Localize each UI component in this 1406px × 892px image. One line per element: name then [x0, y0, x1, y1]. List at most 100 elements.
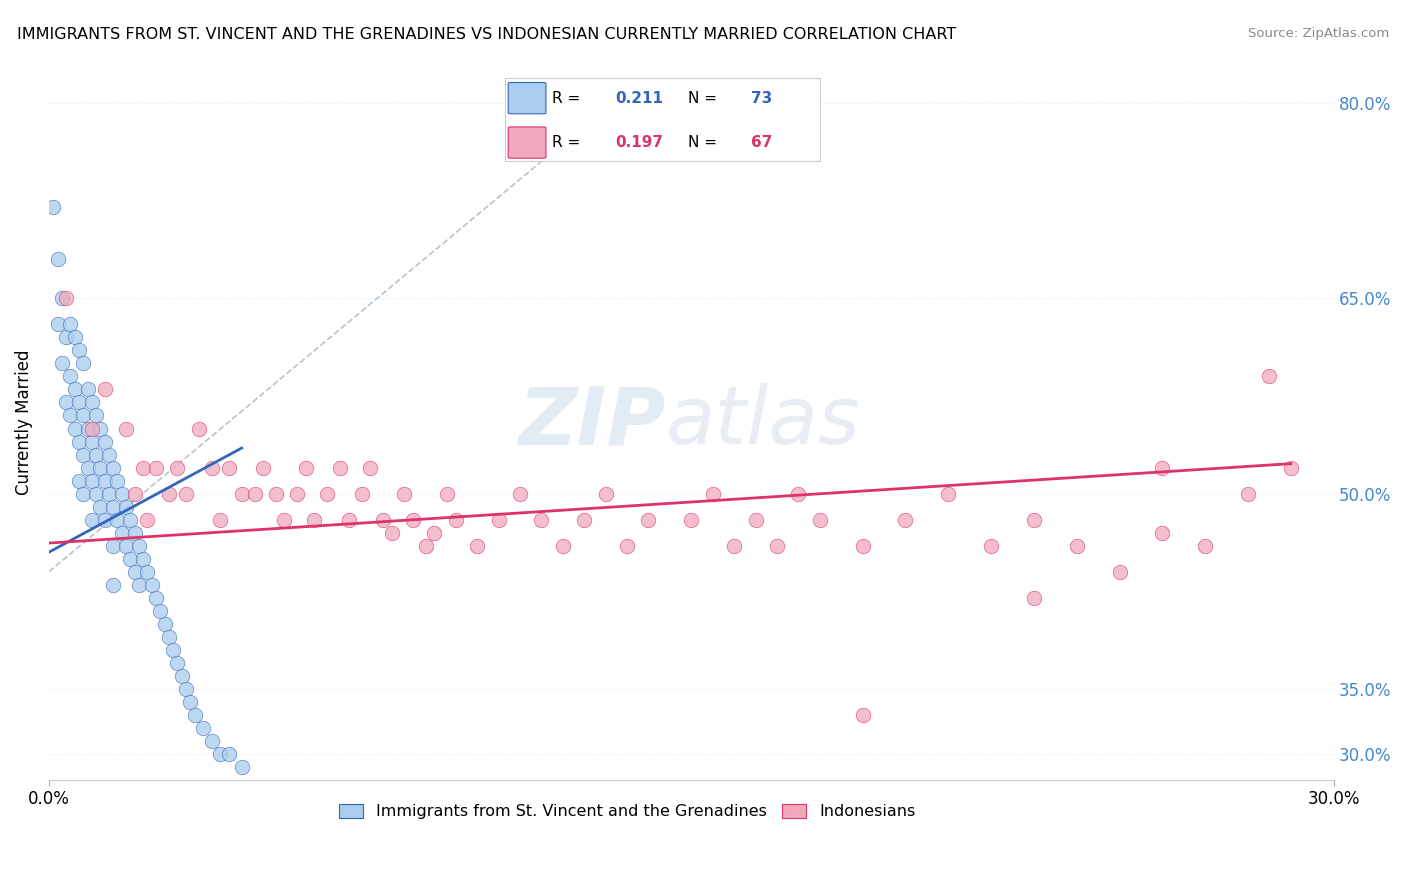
Point	[852, 707, 875, 722]
Point	[295, 460, 318, 475]
Point	[115, 421, 138, 435]
Point	[128, 539, 150, 553]
Point	[157, 630, 180, 644]
Point	[128, 578, 150, 592]
Point	[55, 291, 77, 305]
Point	[166, 656, 188, 670]
Text: Source: ZipAtlas.com: Source: ZipAtlas.com	[1249, 27, 1389, 40]
Point	[551, 539, 574, 553]
Point	[936, 486, 959, 500]
Point	[371, 513, 394, 527]
Point	[980, 539, 1002, 553]
Point	[304, 513, 326, 527]
Point	[723, 539, 745, 553]
Point	[350, 486, 373, 500]
Point	[415, 539, 437, 553]
Point	[107, 513, 129, 527]
Point	[209, 747, 232, 761]
Point	[423, 525, 446, 540]
Point	[252, 460, 274, 475]
Point	[51, 291, 73, 305]
Point	[63, 383, 86, 397]
Point	[402, 513, 425, 527]
Text: ZIP: ZIP	[519, 383, 665, 461]
Point	[97, 448, 120, 462]
Point	[46, 252, 69, 267]
Point	[136, 565, 159, 579]
Point	[218, 747, 240, 761]
Point	[852, 539, 875, 553]
Point	[59, 318, 82, 332]
Point	[80, 513, 103, 527]
Point	[55, 330, 77, 344]
Point	[201, 734, 224, 748]
Point	[120, 513, 142, 527]
Point	[488, 513, 510, 527]
Point	[67, 434, 90, 449]
Point	[157, 486, 180, 500]
Point	[595, 486, 617, 500]
Point	[444, 513, 467, 527]
Y-axis label: Currently Married: Currently Married	[15, 350, 32, 495]
Point	[218, 460, 240, 475]
Point	[637, 513, 659, 527]
Point	[63, 330, 86, 344]
Point	[574, 513, 596, 527]
Point	[380, 525, 402, 540]
Point	[72, 448, 94, 462]
Point	[509, 486, 531, 500]
Point	[170, 669, 193, 683]
Point	[80, 421, 103, 435]
Point	[141, 578, 163, 592]
Point	[187, 421, 209, 435]
Point	[894, 513, 917, 527]
Point	[93, 513, 115, 527]
Point	[436, 486, 458, 500]
Point	[46, 318, 69, 332]
Point	[153, 616, 176, 631]
Point	[191, 721, 214, 735]
Point	[120, 551, 142, 566]
Point	[76, 421, 98, 435]
Text: IMMIGRANTS FROM ST. VINCENT AND THE GRENADINES VS INDONESIAN CURRENTLY MARRIED C: IMMIGRANTS FROM ST. VINCENT AND THE GREN…	[17, 27, 956, 42]
Point	[59, 369, 82, 384]
Point	[124, 525, 146, 540]
Point	[162, 642, 184, 657]
Point	[337, 513, 360, 527]
Point	[681, 513, 703, 527]
Point	[231, 486, 253, 500]
Point	[115, 539, 138, 553]
Point	[124, 486, 146, 500]
Point	[89, 500, 111, 514]
Point	[394, 486, 416, 500]
Point	[702, 486, 724, 500]
Point	[59, 409, 82, 423]
Point	[808, 513, 831, 527]
Point	[273, 513, 295, 527]
Point	[111, 486, 134, 500]
Point	[1108, 565, 1130, 579]
Point	[174, 486, 197, 500]
Point	[316, 486, 339, 500]
Point	[231, 760, 253, 774]
Point	[1152, 525, 1174, 540]
Point	[51, 356, 73, 370]
Point	[1066, 539, 1088, 553]
Point	[76, 460, 98, 475]
Point	[89, 421, 111, 435]
Point	[72, 356, 94, 370]
Point	[124, 565, 146, 579]
Point	[97, 486, 120, 500]
Point	[1279, 460, 1302, 475]
Point	[1237, 486, 1260, 500]
Point	[80, 474, 103, 488]
Point	[359, 460, 381, 475]
Point	[787, 486, 810, 500]
Point	[149, 604, 172, 618]
Point	[103, 460, 125, 475]
Point	[103, 500, 125, 514]
Point	[1152, 460, 1174, 475]
Point	[166, 460, 188, 475]
Point	[111, 525, 134, 540]
Point	[183, 707, 205, 722]
